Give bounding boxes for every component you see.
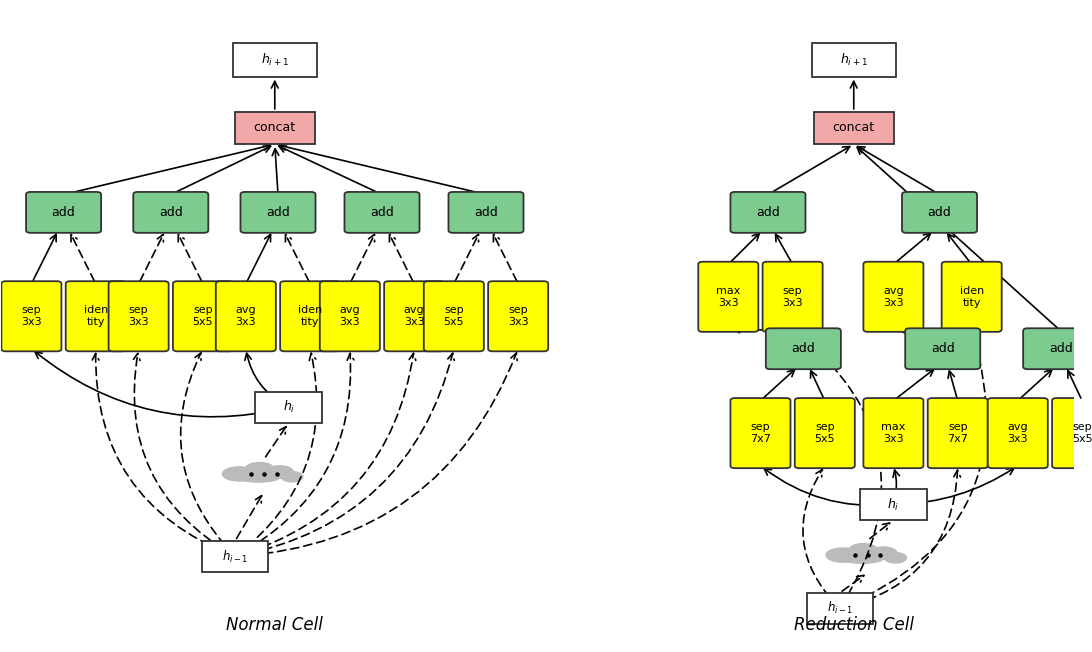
Text: add: add [159, 206, 182, 219]
Text: $h_{i-1}$: $h_{i-1}$ [222, 548, 248, 565]
Bar [233, 43, 317, 77]
Text: Normal Cell: Normal Cell [226, 616, 323, 634]
Text: $h_i$: $h_i$ [283, 399, 295, 415]
Ellipse shape [841, 552, 883, 563]
FancyBboxPatch shape [173, 281, 233, 351]
FancyBboxPatch shape [762, 261, 822, 332]
Text: add: add [927, 206, 951, 219]
Text: sep
3x3: sep 3x3 [782, 286, 803, 308]
Text: add: add [51, 206, 75, 219]
Text: add: add [1048, 342, 1072, 355]
FancyBboxPatch shape [344, 192, 419, 233]
Text: concat: concat [833, 121, 875, 134]
Bar [860, 489, 927, 520]
Text: $h_i$: $h_i$ [888, 496, 900, 512]
Ellipse shape [885, 553, 906, 563]
Ellipse shape [281, 471, 302, 482]
FancyBboxPatch shape [1052, 398, 1092, 468]
Text: iden
tity: iden tity [960, 286, 984, 308]
FancyBboxPatch shape [26, 192, 102, 233]
Text: sep
3x3: sep 3x3 [21, 305, 41, 327]
Text: avg
3x3: avg 3x3 [1008, 422, 1028, 444]
Ellipse shape [237, 471, 280, 482]
FancyBboxPatch shape [424, 281, 484, 351]
Text: avg
3x3: avg 3x3 [404, 305, 425, 327]
FancyBboxPatch shape [320, 281, 380, 351]
Text: add: add [792, 342, 816, 355]
Bar [202, 541, 269, 572]
FancyBboxPatch shape [698, 261, 758, 332]
Text: $h_{i+1}$: $h_{i+1}$ [840, 52, 868, 68]
FancyBboxPatch shape [488, 281, 548, 351]
FancyBboxPatch shape [864, 261, 924, 332]
Text: $h_{i+1}$: $h_{i+1}$ [261, 52, 288, 68]
Text: iden
tity: iden tity [298, 305, 322, 327]
Text: avg
3x3: avg 3x3 [883, 286, 904, 308]
FancyBboxPatch shape [1, 281, 61, 351]
Ellipse shape [266, 466, 294, 479]
Text: max
3x3: max 3x3 [716, 286, 740, 308]
Text: sep
5x5: sep 5x5 [1071, 422, 1092, 444]
FancyBboxPatch shape [902, 192, 977, 233]
FancyBboxPatch shape [449, 192, 523, 233]
FancyBboxPatch shape [66, 281, 126, 351]
Text: add: add [266, 206, 289, 219]
Text: sep
5x5: sep 5x5 [443, 305, 464, 327]
Text: avg
3x3: avg 3x3 [236, 305, 257, 327]
FancyBboxPatch shape [731, 398, 791, 468]
Text: sep
7x7: sep 7x7 [947, 422, 969, 444]
FancyBboxPatch shape [240, 192, 316, 233]
FancyBboxPatch shape [384, 281, 444, 351]
Text: concat: concat [253, 121, 296, 134]
FancyBboxPatch shape [133, 192, 209, 233]
Bar [807, 593, 873, 624]
Text: add: add [756, 206, 780, 219]
Text: sep
5x5: sep 5x5 [192, 305, 213, 327]
FancyBboxPatch shape [795, 398, 855, 468]
Ellipse shape [245, 462, 274, 476]
Ellipse shape [223, 467, 257, 481]
FancyBboxPatch shape [941, 261, 1001, 332]
FancyBboxPatch shape [1023, 328, 1092, 369]
Text: iden
tity: iden tity [84, 305, 108, 327]
Text: sep
3x3: sep 3x3 [508, 305, 529, 327]
Text: sep
5x5: sep 5x5 [815, 422, 835, 444]
FancyBboxPatch shape [988, 398, 1048, 468]
Ellipse shape [870, 547, 897, 559]
Ellipse shape [848, 544, 878, 557]
Text: max
3x3: max 3x3 [881, 422, 905, 444]
FancyBboxPatch shape [905, 328, 981, 369]
Text: avg
3x3: avg 3x3 [340, 305, 360, 327]
FancyBboxPatch shape [281, 281, 341, 351]
Text: Reduction Cell: Reduction Cell [794, 616, 914, 634]
Text: sep
3x3: sep 3x3 [129, 305, 149, 327]
Text: add: add [474, 206, 498, 219]
Bar [256, 392, 322, 422]
FancyBboxPatch shape [765, 328, 841, 369]
FancyBboxPatch shape [108, 281, 168, 351]
FancyBboxPatch shape [864, 398, 924, 468]
FancyBboxPatch shape [731, 192, 806, 233]
Bar [812, 43, 895, 77]
Ellipse shape [826, 548, 859, 562]
Text: add: add [370, 206, 394, 219]
Text: sep
7x7: sep 7x7 [750, 422, 771, 444]
Bar [235, 111, 314, 144]
FancyBboxPatch shape [216, 281, 276, 351]
Bar [814, 111, 894, 144]
Text: $h_{i-1}$: $h_{i-1}$ [827, 600, 853, 616]
Text: add: add [930, 342, 954, 355]
FancyBboxPatch shape [928, 398, 988, 468]
